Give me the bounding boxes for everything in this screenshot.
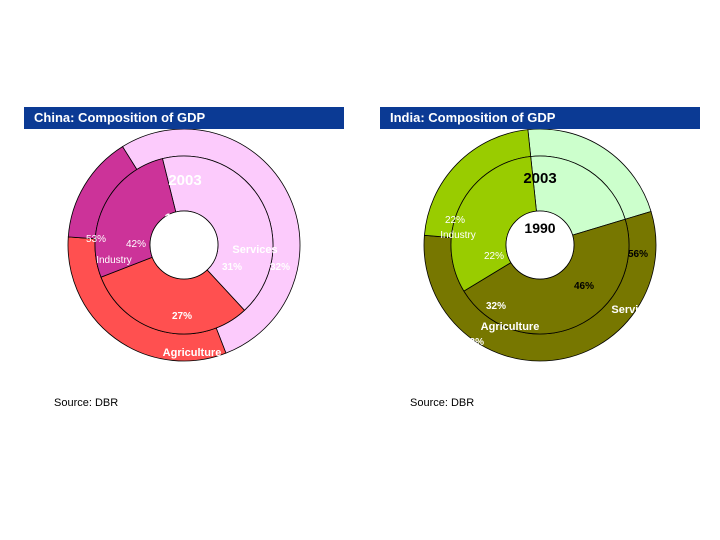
china-chart-panel: China: Composition of GDP 2003 1990 53% … [24,107,346,409]
source-note: Source: DBR [54,397,119,409]
data-label-inner-agriculture: 32% [486,301,506,312]
data-label-outer-agriculture: 15% [187,368,207,379]
data-label-outer-agriculture: 22% [464,337,484,348]
category-label-industry: Industry [440,230,476,241]
data-label-outer-services: 56% [628,249,648,260]
category-label-services: Services [232,244,277,256]
data-label-outer-industry: 53% [86,234,106,245]
category-label-industry: Industry [96,255,132,266]
data-label-inner-services: 31% [222,262,242,273]
data-label-inner-industry: 22% [484,251,504,262]
ring-label-1990: 1990 [164,210,195,226]
china-donut-chart: 2003 1990 53% 42% Industry Services 31% … [67,129,301,379]
data-label-inner-agriculture: 27% [172,311,192,322]
india-chart-panel: India: Composition of GDP 2003 1990 22% … [380,107,702,409]
donut-hole [505,210,575,280]
chart-title: China: Composition of GDP [24,107,344,129]
ring-label-2003: 2003 [523,170,556,187]
source-note: Source: DBR [410,397,475,409]
data-label-inner-industry: 42% [126,239,146,250]
category-label-services: Services [611,304,656,316]
india-donut-chart: 2003 1990 22% Industry 22% 56% 46% Servi… [423,129,657,362]
category-label-agriculture: Agriculture [481,321,540,333]
data-label-outer-industry: 22% [445,215,465,226]
chart-title: India: Composition of GDP [380,107,700,129]
ring-label-1990: 1990 [524,220,555,236]
donut-hole [149,210,219,280]
data-label-inner-services: 46% [574,281,594,292]
data-label-outer-services: 32% [270,262,290,273]
category-label-agriculture: Agriculture [163,347,222,359]
ring-label-2003: 2003 [168,172,201,189]
